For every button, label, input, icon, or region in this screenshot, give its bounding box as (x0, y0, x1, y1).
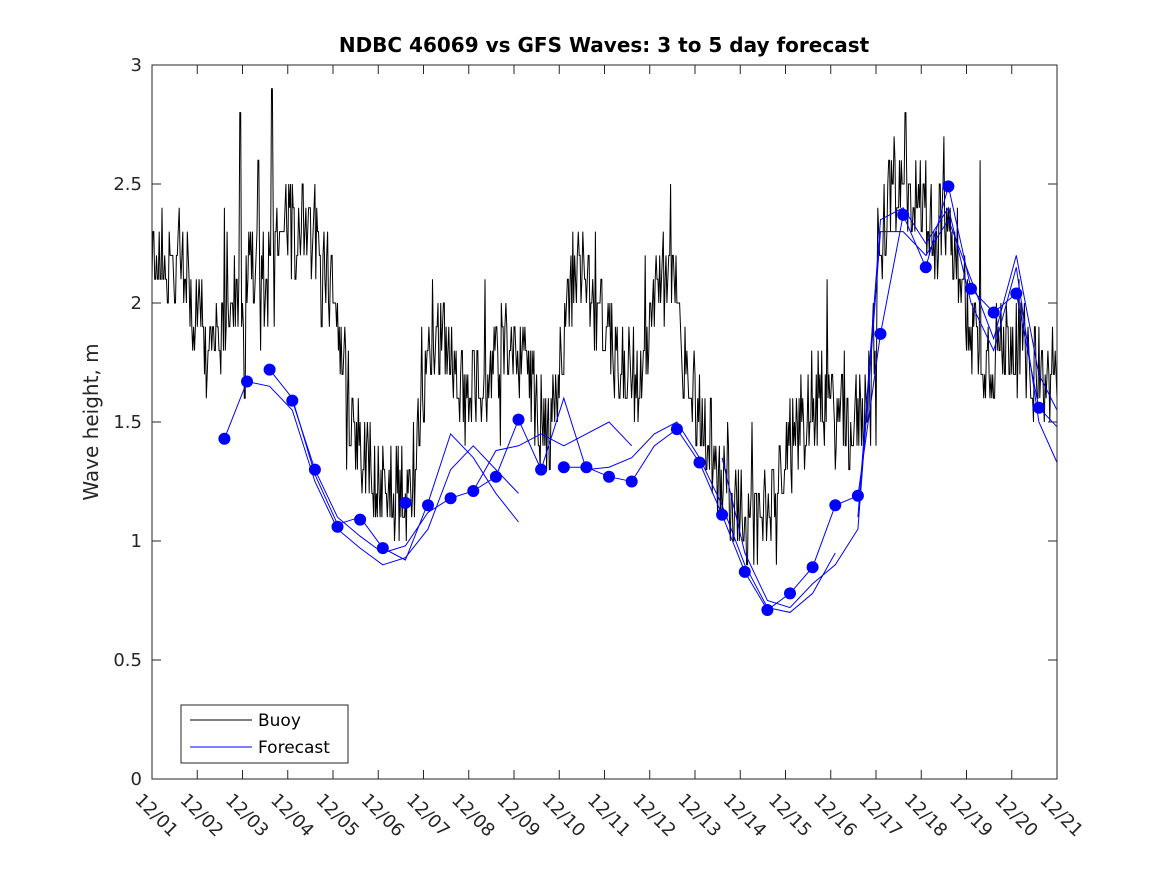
forecast-line-6 (721, 218, 1058, 609)
forecast-marker (467, 485, 480, 497)
forecast-marker (422, 499, 434, 512)
forecast-marker (376, 542, 389, 555)
legend-forecast-label: Forecast (258, 738, 330, 758)
forecast-marker (489, 470, 502, 483)
forecast-marker (241, 375, 253, 388)
forecast-marker (308, 463, 321, 476)
forecast-markers (218, 180, 1045, 616)
forecast-marker (399, 496, 412, 509)
y-tick-label: 1.5 (113, 412, 142, 433)
forecast-marker (784, 587, 796, 600)
y-tick-label: 0.5 (113, 650, 142, 671)
forecast-marker (444, 492, 457, 505)
legend-box (180, 704, 349, 764)
forecast-marker (218, 432, 231, 445)
y-tick-label: 2 (131, 293, 142, 314)
forecast-marker (806, 561, 819, 574)
y-axis-label: Wave height, m (79, 343, 103, 500)
forecast-marker (874, 327, 887, 340)
forecast-marker (580, 461, 593, 474)
forecast-marker (625, 475, 638, 488)
forecast-marker (919, 261, 932, 274)
forecast-marker (354, 513, 367, 526)
forecast-marker (851, 489, 864, 502)
forecast-line-3 (291, 400, 633, 554)
legend: Buoy Forecast (180, 704, 349, 764)
forecast-line-1 (223, 380, 519, 566)
forecast-marker (987, 306, 1000, 319)
forecast-marker (1032, 401, 1045, 414)
y-tick-label: 2.5 (113, 174, 142, 195)
y-tick-label: 0 (131, 769, 142, 790)
forecast-marker (942, 180, 955, 193)
forecast-marker (693, 456, 706, 469)
forecast-marker (829, 499, 842, 512)
forecast-marker (331, 520, 344, 533)
forecast-marker (738, 565, 751, 578)
y-tick-label: 3 (131, 55, 142, 76)
chart-title: NDBC 46069 vs GFS Waves: 3 to 5 day fore… (339, 33, 870, 57)
forecast-marker (535, 463, 548, 476)
forecast-line-7 (857, 206, 1058, 518)
forecast-marker (263, 363, 276, 376)
forecast-marker (603, 470, 615, 483)
forecast-marker (512, 413, 525, 426)
forecast-marker (965, 282, 977, 295)
forecast-marker (897, 208, 910, 221)
forecast-line-2 (269, 369, 519, 561)
forecast-marker (716, 508, 729, 521)
y-tick-label: 1 (131, 531, 142, 552)
plot-area (152, 65, 1057, 779)
forecast-marker (761, 604, 774, 616)
forecast-line-4 (473, 396, 836, 613)
forecast-marker (670, 423, 683, 436)
buoy-series (151, 88, 1058, 566)
legend-buoy-label: Buoy (258, 711, 301, 731)
forecast-marker (1010, 287, 1023, 300)
buoy-line (151, 88, 1058, 566)
y-axis-ticks: 0 0.5 1 1.5 2 2.5 3 (113, 55, 1057, 790)
forecast-marker (557, 461, 570, 474)
forecast-marker (286, 394, 299, 407)
